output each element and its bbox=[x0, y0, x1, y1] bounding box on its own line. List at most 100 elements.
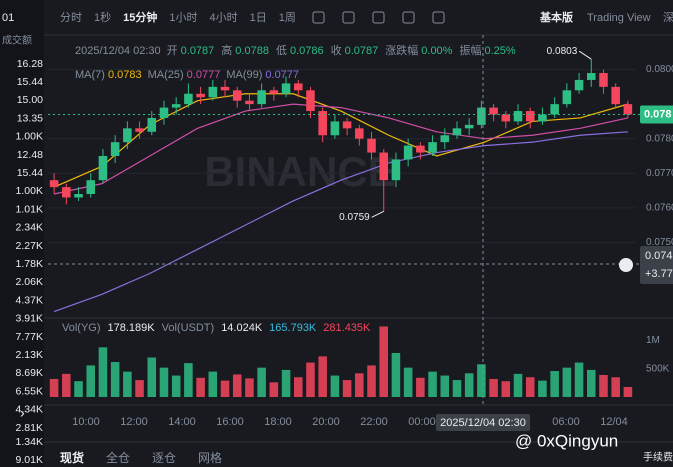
volume-bar bbox=[123, 371, 132, 397]
ob-more[interactable]: › bbox=[20, 405, 25, 421]
candle-body bbox=[220, 86, 230, 91]
view-tab[interactable]: Trading View bbox=[587, 12, 651, 24]
ma-line bbox=[53, 103, 629, 195]
candle-body bbox=[403, 145, 413, 160]
candle-body bbox=[293, 83, 303, 91]
candle-body bbox=[257, 90, 266, 105]
volume-bar bbox=[220, 380, 230, 397]
candle-body bbox=[574, 79, 584, 91]
ob-row: 16.28 bbox=[17, 58, 43, 70]
interval-tab[interactable]: 1周 bbox=[279, 11, 296, 24]
volume-bar bbox=[86, 365, 96, 397]
ob-row: 1.01K bbox=[16, 203, 43, 215]
candle-body bbox=[196, 93, 205, 98]
candle-body bbox=[452, 128, 462, 136]
info-time: 2025/12/04 02:30 bbox=[75, 45, 161, 57]
candle-body bbox=[330, 121, 340, 136]
candle-body bbox=[245, 100, 254, 105]
add-button[interactable] bbox=[619, 258, 633, 272]
candle-body bbox=[501, 114, 511, 122]
bottom-tab[interactable]: 全仓 bbox=[106, 450, 130, 465]
ob-row: 8.69K bbox=[16, 367, 43, 379]
candle-body bbox=[62, 187, 71, 198]
volume-bar bbox=[245, 378, 254, 397]
volume-bar bbox=[318, 356, 327, 397]
candle-body bbox=[525, 111, 535, 122]
interval-tab[interactable]: 15分钟 bbox=[123, 10, 157, 24]
crosshair-tag bbox=[640, 246, 673, 284]
candle-body bbox=[477, 107, 486, 125]
volume-bar bbox=[269, 382, 279, 397]
interval-tab[interactable]: 4小时 bbox=[210, 11, 238, 24]
vol-legend: 165.793K bbox=[269, 322, 317, 334]
candle-body bbox=[208, 86, 218, 98]
ma-legend: MA(7) bbox=[75, 69, 105, 81]
tool-icon[interactable] bbox=[312, 11, 325, 24]
x-tick-label: 00:00 bbox=[408, 416, 436, 428]
ma-legend: MA(99) bbox=[226, 69, 262, 81]
volume-bar bbox=[355, 373, 364, 397]
volume-bar bbox=[464, 373, 474, 397]
ob-row: 7.77K bbox=[16, 331, 43, 343]
tool-icon[interactable] bbox=[372, 11, 385, 24]
ob-row: 1.00K bbox=[16, 131, 43, 143]
bottom-tab[interactable]: 现货 bbox=[60, 450, 84, 465]
x-tick-label: 14:00 bbox=[168, 416, 196, 428]
ob-top: 01 bbox=[2, 12, 14, 24]
interval-tab[interactable]: 1秒 bbox=[94, 10, 111, 24]
ob-row: 12.48 bbox=[17, 149, 43, 161]
crosshair-change: +3.77 bbox=[645, 268, 673, 280]
volume-bar bbox=[440, 375, 450, 397]
volume-bar bbox=[586, 369, 596, 397]
info-label: 开 bbox=[167, 45, 178, 57]
candle-body bbox=[550, 104, 559, 115]
vol-legend: 281.435K bbox=[323, 322, 371, 334]
volume-bar bbox=[379, 326, 389, 397]
volume-bar bbox=[489, 378, 498, 397]
candle-body bbox=[538, 114, 547, 122]
candle-body bbox=[98, 155, 108, 181]
info-value: 0.0787 bbox=[181, 45, 215, 57]
crosshair-price: 0.074 bbox=[645, 250, 673, 262]
view-tab[interactable]: 深 bbox=[663, 11, 673, 24]
ob-row: 2.27K bbox=[16, 240, 43, 252]
volume-bar bbox=[428, 371, 437, 397]
ob-row: 15.00 bbox=[17, 94, 43, 106]
interval-tab[interactable]: 分时 bbox=[60, 11, 82, 24]
annotation: 0.0759 bbox=[339, 212, 370, 223]
info-label: 收 bbox=[331, 43, 342, 57]
bottom-tab[interactable]: 网格 bbox=[198, 450, 222, 465]
volume-bar bbox=[391, 352, 401, 397]
vol-legend: 14.024K bbox=[221, 322, 263, 334]
bottom-tab[interactable]: 逐仓 bbox=[152, 451, 176, 465]
info-value: 0.00% bbox=[421, 45, 452, 57]
volume-bar bbox=[416, 377, 425, 397]
candle-body bbox=[110, 142, 120, 156]
ob-row: 1.00K bbox=[16, 185, 43, 197]
interval-tab[interactable]: 1小时 bbox=[169, 11, 197, 24]
volume-bar bbox=[196, 377, 205, 397]
ma-line bbox=[53, 131, 628, 313]
info-value: 0.25% bbox=[484, 45, 515, 57]
interval-tab[interactable]: 1日 bbox=[250, 12, 267, 24]
tool-icon[interactable] bbox=[432, 11, 445, 24]
candle-body bbox=[159, 107, 169, 118]
volume-bar bbox=[110, 362, 120, 397]
view-tab[interactable]: 基本版 bbox=[539, 10, 573, 24]
candle-body bbox=[440, 135, 450, 143]
tool-icon[interactable] bbox=[342, 11, 355, 24]
ob-row: 2.81K bbox=[16, 422, 43, 434]
ob-row: 6.55K bbox=[16, 385, 43, 397]
candle-body bbox=[232, 90, 242, 101]
candle-body bbox=[306, 90, 315, 112]
candle-body bbox=[379, 152, 389, 181]
tool-icon[interactable] bbox=[402, 11, 415, 24]
watermark: BINANCE bbox=[204, 148, 395, 195]
candle-body bbox=[355, 128, 364, 139]
volume-bar bbox=[342, 380, 352, 397]
volume-bar bbox=[599, 374, 608, 397]
